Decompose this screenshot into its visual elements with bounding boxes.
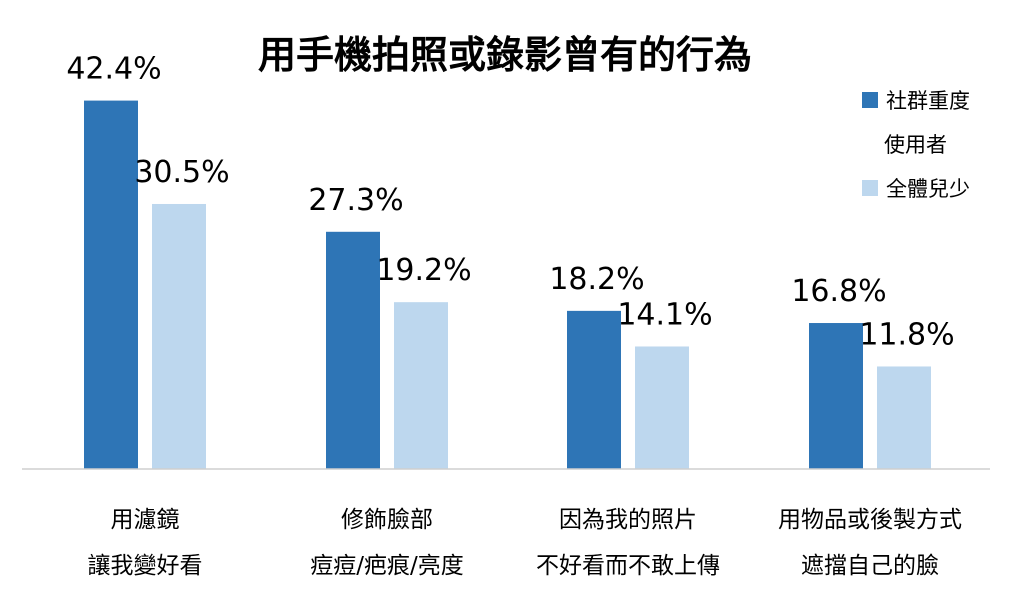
bar-all-children-1 [394, 302, 448, 469]
data-label: 16.8% [791, 274, 886, 309]
category-label: 用物品或後製方式 [778, 507, 962, 533]
legend-label: 社群重度 [886, 89, 970, 113]
bar-heavy-users-2 [567, 310, 621, 469]
data-label: 27.3% [308, 183, 403, 218]
legend-label: 全體兒少 [886, 177, 970, 201]
bars-group [84, 100, 931, 469]
category-label: 遮擋自己的臉 [801, 553, 939, 579]
legend-label: 使用者 [884, 133, 947, 157]
legend-swatch [862, 180, 878, 196]
category-label: 因為我的照片 [559, 507, 697, 533]
chart-title: 用手機拍照或錄影曾有的行為 [258, 33, 752, 77]
bar-all-children-0 [152, 203, 206, 469]
category-label: 修飾臉部 [341, 507, 433, 533]
data-label: 19.2% [376, 253, 471, 288]
data-label: 11.8% [859, 317, 954, 352]
category-label: 用濾鏡 [111, 507, 180, 533]
data-label: 14.1% [617, 297, 712, 332]
labels-group: 42.4% 30.5% 27.3% 19.2% 18.2%14.1% 16.8% 11.8% [66, 52, 954, 353]
category-label: 不好看而不敢上傳 [536, 553, 720, 579]
data-label: 42.4% [66, 52, 161, 87]
bar-heavy-users-0 [84, 100, 138, 469]
bar-heavy-users-1 [326, 231, 380, 469]
bar-heavy-users-3 [809, 323, 863, 469]
bar-all-children-3 [877, 366, 931, 469]
legend-swatch [862, 92, 878, 108]
data-label: 18.2% [549, 262, 644, 297]
category-label: 痘痘/疤痕/亮度 [310, 553, 464, 579]
category-label: 讓我變好看 [88, 553, 203, 579]
bar-all-children-2 [635, 346, 689, 469]
data-label: 30.5% [134, 155, 229, 190]
